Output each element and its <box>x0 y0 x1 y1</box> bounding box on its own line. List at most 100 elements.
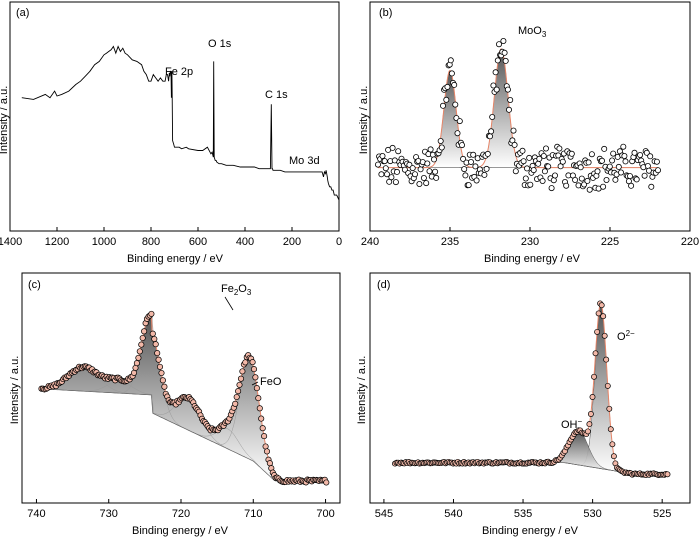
mo3d-data-point <box>389 144 396 151</box>
mo3d-data-point <box>584 177 591 184</box>
mo3d-data-point <box>628 182 635 189</box>
survey-spectrum-line <box>21 45 340 201</box>
mo3d-data-point <box>395 148 402 155</box>
fe2p-data-point <box>236 381 243 388</box>
fe2p-data-point <box>148 310 155 317</box>
mo3d-data-point <box>612 176 619 183</box>
o1s-data-point <box>598 302 605 309</box>
fe2p-data-point <box>259 425 266 432</box>
fe2p-data-point <box>237 375 245 382</box>
mo3d-data-point <box>524 165 531 172</box>
mo3d-data-point <box>648 183 655 190</box>
fe2p-data-point <box>263 448 271 455</box>
o1s-data-point <box>587 411 594 417</box>
feo-pointer-line <box>251 381 259 386</box>
x-tick-label: 235 <box>441 236 459 248</box>
mo3d-data-point <box>536 155 543 162</box>
mo3d-data-point <box>438 144 445 151</box>
moo3-annotation: MoO3 <box>518 25 547 39</box>
mo3d-data-point <box>505 106 512 113</box>
mo3d-data-point <box>519 147 526 154</box>
fe2p-data-point <box>242 359 249 366</box>
panel-d: (d) 545 540 535 530 525 Binding energy / eV … <box>356 272 691 537</box>
mo3d-data-point <box>510 127 517 134</box>
mo3d-data-point <box>454 130 461 137</box>
mo3d-peak-fill <box>378 48 658 168</box>
mo3d-data-point <box>601 145 608 152</box>
mo3d-data-point <box>653 158 660 165</box>
fe2p-data-point <box>155 356 162 363</box>
mo3d-data-point <box>448 70 455 77</box>
panel-a-x-axis-label: Binding energy / eV <box>127 253 224 265</box>
mo3d-data-point <box>631 149 638 156</box>
mo3d-data-point <box>430 156 437 163</box>
mo3d-data-point <box>426 168 433 175</box>
mo3d-data-point <box>456 118 463 125</box>
mo3d-data-point <box>548 185 555 192</box>
o1s-data-point <box>584 428 591 435</box>
mo3d-data-point <box>381 158 388 165</box>
fe2p-data-point <box>235 388 242 395</box>
x-tick-label: 1400 <box>0 236 22 248</box>
mo3d-data-point <box>588 151 595 158</box>
mo3d-data-point <box>490 82 497 89</box>
mo3d-data-point <box>618 169 625 176</box>
x-tick-label: 230 <box>521 236 539 248</box>
mo3d-data-point <box>610 150 617 157</box>
mo3d-data-point <box>461 166 468 173</box>
fe2p-data-point <box>249 359 256 366</box>
mo3d-data-point <box>643 149 650 156</box>
mo3d-data-point <box>526 154 533 161</box>
fe2p-data-point <box>133 360 140 367</box>
panel-d-label: (d) <box>377 279 390 291</box>
mo3d-data-point <box>600 183 607 190</box>
fe2p-data-point <box>151 335 158 343</box>
mo3d-data-point <box>423 180 430 187</box>
o1s-data-point <box>595 310 602 317</box>
mo3d-data-point <box>447 57 454 64</box>
panel-a-x-ticks: 1400 1200 1000 800 600 400 200 0 <box>0 227 342 248</box>
o1s-data-point <box>603 356 610 363</box>
c1s-annotation: C 1s <box>265 89 288 101</box>
mo3d-data-point <box>484 150 491 157</box>
mo3d-data-point <box>458 142 465 149</box>
mo3d-data-point <box>409 165 416 172</box>
x-tick-label: 700 <box>316 508 334 520</box>
fe2o3-pointer-line <box>224 296 234 311</box>
fe2p-data-point <box>252 374 259 381</box>
x-tick-label: 1000 <box>92 236 116 248</box>
x-tick-label: 220 <box>681 236 699 248</box>
fe2p-data-point <box>253 385 260 392</box>
x-tick-label: 600 <box>189 236 207 248</box>
fe2p-data-point <box>158 369 165 377</box>
fe2p-data-point <box>250 366 258 373</box>
mo3d-data-point <box>586 186 593 193</box>
mo3d-data-point <box>416 180 423 187</box>
fe2p-data-points <box>38 310 330 486</box>
mo3d-data-point <box>507 97 514 104</box>
mo3d-data-point <box>388 174 395 181</box>
o2-annotation: O2− <box>617 329 635 343</box>
mo3d-data-point <box>443 96 450 103</box>
mo3d-data-point <box>467 158 474 165</box>
fe2p-data-point <box>261 433 268 440</box>
mo3d-data-point <box>540 152 547 159</box>
mo3d-data-point <box>411 171 418 178</box>
panel-b-label: (b) <box>379 7 392 19</box>
mo3d-data-point <box>470 151 477 158</box>
mo3d-data-point <box>541 168 548 175</box>
mo3d-data-point <box>481 171 488 178</box>
fe2p-data-point <box>135 354 142 361</box>
mo3d-data-point <box>585 159 592 166</box>
fe2p-data-point <box>266 460 273 467</box>
fe2p-annotation: Fe 2p <box>165 66 193 78</box>
x-tick-label: 525 <box>653 508 671 520</box>
mo3d-data-point <box>451 81 458 88</box>
fe2p-data-point <box>139 334 146 342</box>
x-tick-label: 730 <box>100 508 118 520</box>
mo3d-data-point <box>577 164 584 171</box>
x-tick-label: 225 <box>601 236 619 248</box>
o1s-data-point <box>592 350 599 357</box>
mo3d-data-point <box>393 168 400 175</box>
fe2p-data-point <box>256 405 263 412</box>
